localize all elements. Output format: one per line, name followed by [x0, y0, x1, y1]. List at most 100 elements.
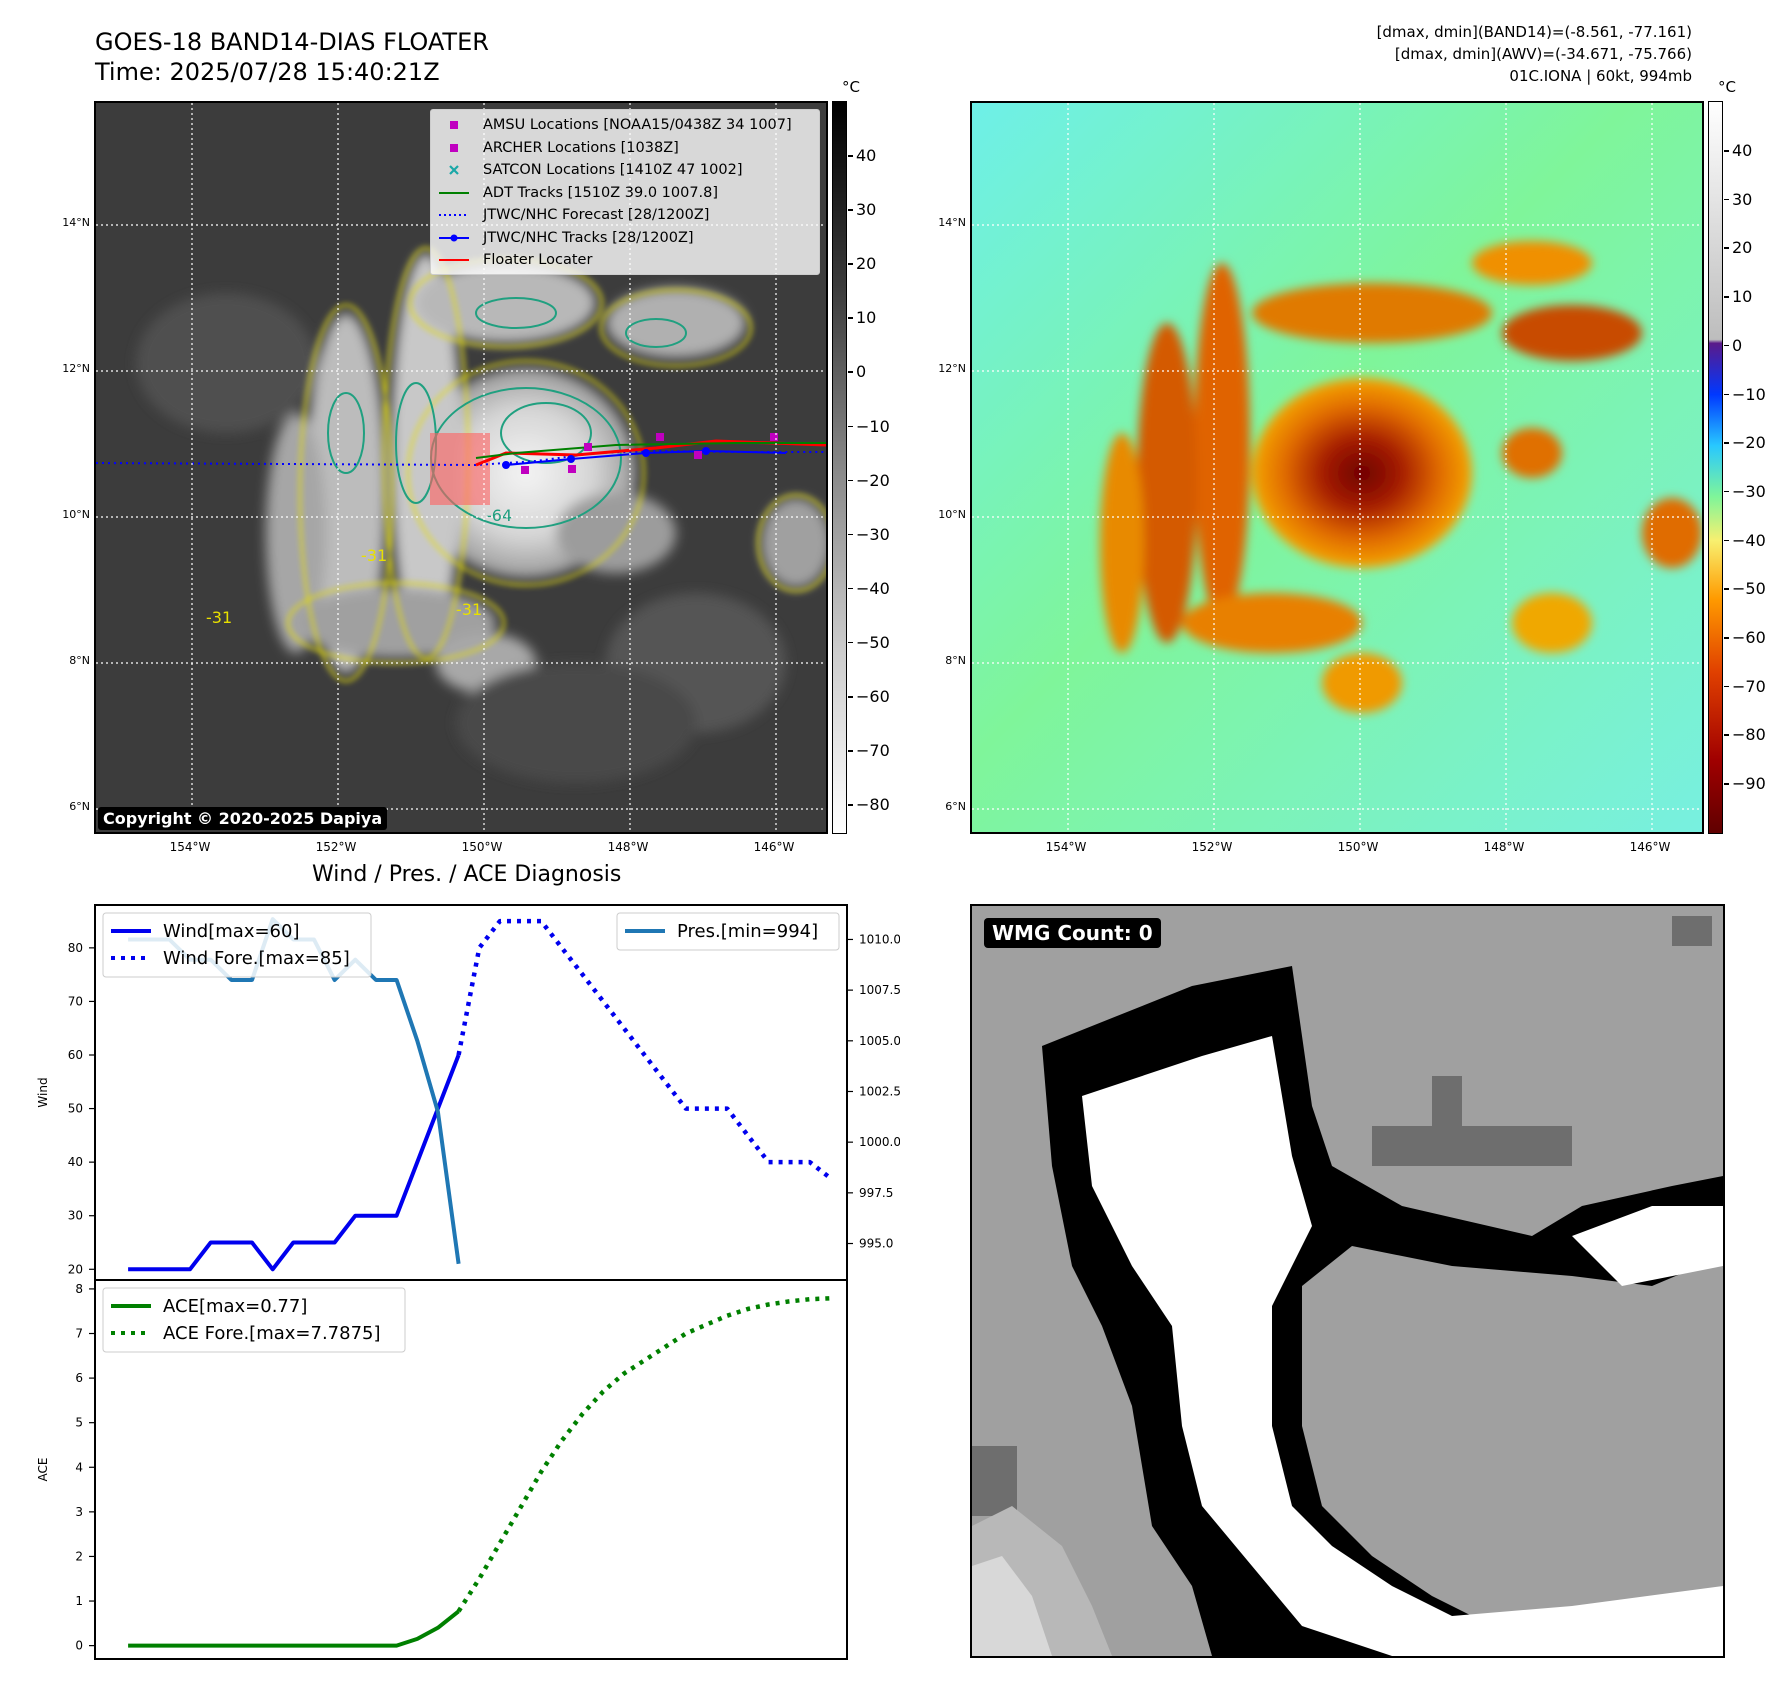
legend-swatch	[450, 143, 458, 152]
chart-legend: ACE[max=0.77] ACE Fore.[max=7.7875]	[102, 1287, 406, 1353]
y-tick-label: 3	[75, 1505, 83, 1519]
series-line	[456, 918, 832, 1180]
lat-tick-label: 6°N	[69, 800, 90, 813]
legend-swatch	[439, 191, 469, 194]
enhanced-colorbar	[1708, 101, 1723, 834]
colorbar-tick-label: −70	[1732, 676, 1766, 696]
y2-tick-label: 1005.0	[859, 1034, 900, 1048]
lat-tick-label: 8°N	[945, 654, 966, 667]
lat-tick-label: 12°N	[62, 362, 90, 375]
colorbar-tick-label: 0	[1732, 335, 1743, 355]
y-tick-label: 1	[75, 1594, 83, 1608]
legend-label: SATCON Locations [1410Z 47 1002]	[483, 162, 743, 178]
amsu-archer-markers	[521, 433, 778, 474]
enhanced-map-image	[972, 103, 1702, 832]
colorbar-tick-mark	[1724, 734, 1729, 736]
wmg-panel: WMG Count: 0	[970, 904, 1725, 1658]
legend-label: ARCHER Locations [1038Z]	[483, 139, 679, 156]
ace-chart: 8 7 6 5 4 3 2 1 0 ACE ACE[max=0.77] ACE Fore.[max=7…	[36, 1279, 848, 1660]
y2-tick-label: 1010.0	[859, 932, 900, 946]
colorbar-tick-label: −40	[1732, 530, 1766, 550]
legend-label: AMSU Locations [NOAA15/0438Z 34 1007]	[483, 117, 792, 133]
chart-legend: Pres.[min=994]	[616, 912, 840, 951]
y2-tick-label: 1002.5	[859, 1084, 900, 1098]
floater-locater-box	[430, 433, 490, 505]
legend-label: Pres.[min=994]	[677, 921, 818, 942]
colorbar-tick-label: 10	[856, 308, 877, 328]
map-legend: AMSU Locations [NOAA15/0438Z 34 1007] ARC…	[430, 109, 820, 275]
colorbar-tick-mark	[848, 696, 853, 698]
jtwc-track-points	[502, 447, 710, 469]
y2-tick-label: 995.0	[859, 1237, 893, 1251]
y-axis-label: ACE	[36, 1458, 50, 1482]
lon-tick-label: 146°W	[753, 840, 795, 854]
lon-tick-label: 150°W	[461, 840, 503, 854]
lat-tick-label: 6°N	[945, 800, 966, 813]
enhanced-map-panel	[970, 101, 1704, 834]
colorbar-tick-mark	[1724, 442, 1729, 444]
legend-label: ACE Fore.[max=7.7875]	[163, 1323, 381, 1344]
contour-label: -31	[206, 608, 232, 627]
series-line	[128, 1054, 461, 1272]
enhanced-colorbar-unit: °C	[1718, 78, 1736, 96]
lat-tick-label: 14°N	[938, 216, 966, 229]
enhanced-cloud-field	[1100, 241, 1702, 713]
series-line	[456, 1296, 831, 1613]
legend-row: JTWC/NHC Forecast [28/1200Z]	[437, 204, 813, 227]
y-tick-label: 30	[68, 1209, 83, 1223]
map-gridlines	[972, 103, 1702, 832]
colorbar-tick-label: −70	[856, 741, 890, 761]
colorbar-tick-label: −30	[856, 524, 890, 544]
legend-label: ADT Tracks [1510Z 39.0 1007.8]	[483, 184, 719, 201]
colorbar-tick-mark	[1724, 783, 1729, 785]
colorbar-tick-mark	[1724, 150, 1729, 152]
colorbar-tick-label: −50	[1732, 579, 1766, 599]
colorbar-tick-label: −80	[1732, 725, 1766, 745]
series-line	[128, 1609, 460, 1648]
lon-tick-label: 150°W	[1337, 840, 1379, 854]
y-tick-label: 80	[68, 941, 83, 955]
lat-tick-label: 12°N	[938, 362, 966, 375]
info-line3: 01C.IONA | 60kt, 994mb	[1509, 67, 1692, 85]
lon-tick-label: 154°W	[169, 840, 211, 854]
y-tick-label: 60	[68, 1048, 83, 1062]
legend-label: Floater Locater	[483, 252, 593, 268]
y2-tick-label: 997.5	[859, 1186, 893, 1200]
colorbar-tick-label: 0	[856, 362, 867, 382]
wmg-white-region	[1082, 1036, 1723, 1656]
colorbar-tick-label: −20	[1732, 433, 1766, 453]
colorbar-tick-mark	[848, 641, 853, 644]
colorbar-tick-mark	[1724, 637, 1729, 639]
colorbar-tick-mark	[1724, 344, 1729, 347]
y-tick-label: 20	[68, 1262, 83, 1276]
lon-tick-label: 148°W	[1483, 840, 1525, 854]
y-tick-label: 6	[75, 1371, 83, 1385]
ir-map-panel: -64 -31 -31 -31 AMSU Locations [NOAA15/0…	[94, 101, 828, 834]
adt-track	[475, 442, 826, 459]
colorbar-tick-label: −10	[856, 416, 890, 436]
wmg-image	[972, 906, 1723, 1656]
colorbar-tick-label: 20	[856, 254, 877, 274]
colorbar-tick-mark	[1724, 490, 1729, 493]
contour-label: -31	[361, 546, 387, 565]
colorbar-tick-mark	[1724, 296, 1729, 298]
colorbar-tick-mark	[848, 263, 853, 265]
legend-row: JTWC/NHC Tracks [28/1200Z]	[437, 227, 813, 250]
colorbar-tick-label: −60	[1732, 628, 1766, 647]
lon-tick-label: 154°W	[1045, 840, 1087, 854]
colorbar-tick-mark	[848, 155, 853, 157]
colorbar-tick-mark	[848, 804, 853, 806]
y-axis-label: Wind	[36, 1077, 50, 1107]
y-tick-label: 40	[68, 1155, 83, 1169]
y-tick-label: 0	[75, 1639, 83, 1653]
lon-tick-label: 152°W	[1191, 840, 1233, 854]
legend-row: ADT Tracks [1510Z 39.0 1007.8]	[437, 182, 813, 205]
colorbar-tick-mark	[1724, 588, 1729, 590]
legend-row: AMSU Locations [NOAA15/0438Z 34 1007]	[437, 114, 813, 137]
colorbar-tick-label: −80	[856, 795, 890, 815]
colorbar-tick-mark	[848, 209, 853, 211]
colorbar-tick-label: 40	[856, 146, 877, 165]
wmg-count-label: WMG Count: 0	[984, 918, 1161, 948]
colorbar-tick-mark	[848, 587, 853, 590]
colorbar-tick-label: −20	[856, 470, 890, 490]
